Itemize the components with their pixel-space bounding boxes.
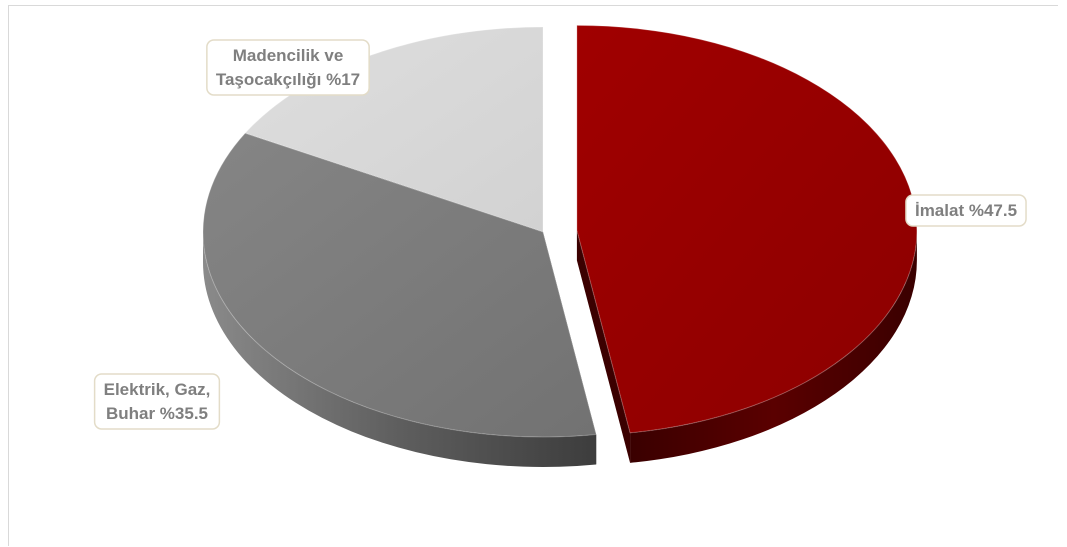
data-label-box (206, 39, 370, 96)
data-label-text: Madencilik ve Taşocakçılığı %17 (216, 46, 360, 89)
data-label-text: İmalat %47.5 (915, 201, 1017, 220)
data-label-1: İmalat %47.5 (905, 194, 1027, 227)
data-label-3: Madencilik ve Taşocakçılığı %17 (206, 39, 370, 96)
slice-side (203, 232, 597, 467)
data-label-2: Elektrik, Gaz, Buhar %35.5 (93, 373, 221, 430)
chart-frame (8, 5, 1058, 546)
data-label-box (93, 373, 221, 430)
slice-top (202, 132, 597, 438)
slice-wall (576, 230, 631, 463)
data-label-box (905, 194, 1027, 227)
slice-top (576, 24, 918, 434)
pie-slice-2 (202, 132, 597, 467)
data-label-text: Elektrik, Gaz, Buhar %35.5 (104, 380, 211, 423)
pie-slice-1 (576, 24, 918, 463)
slice-side (630, 230, 917, 463)
